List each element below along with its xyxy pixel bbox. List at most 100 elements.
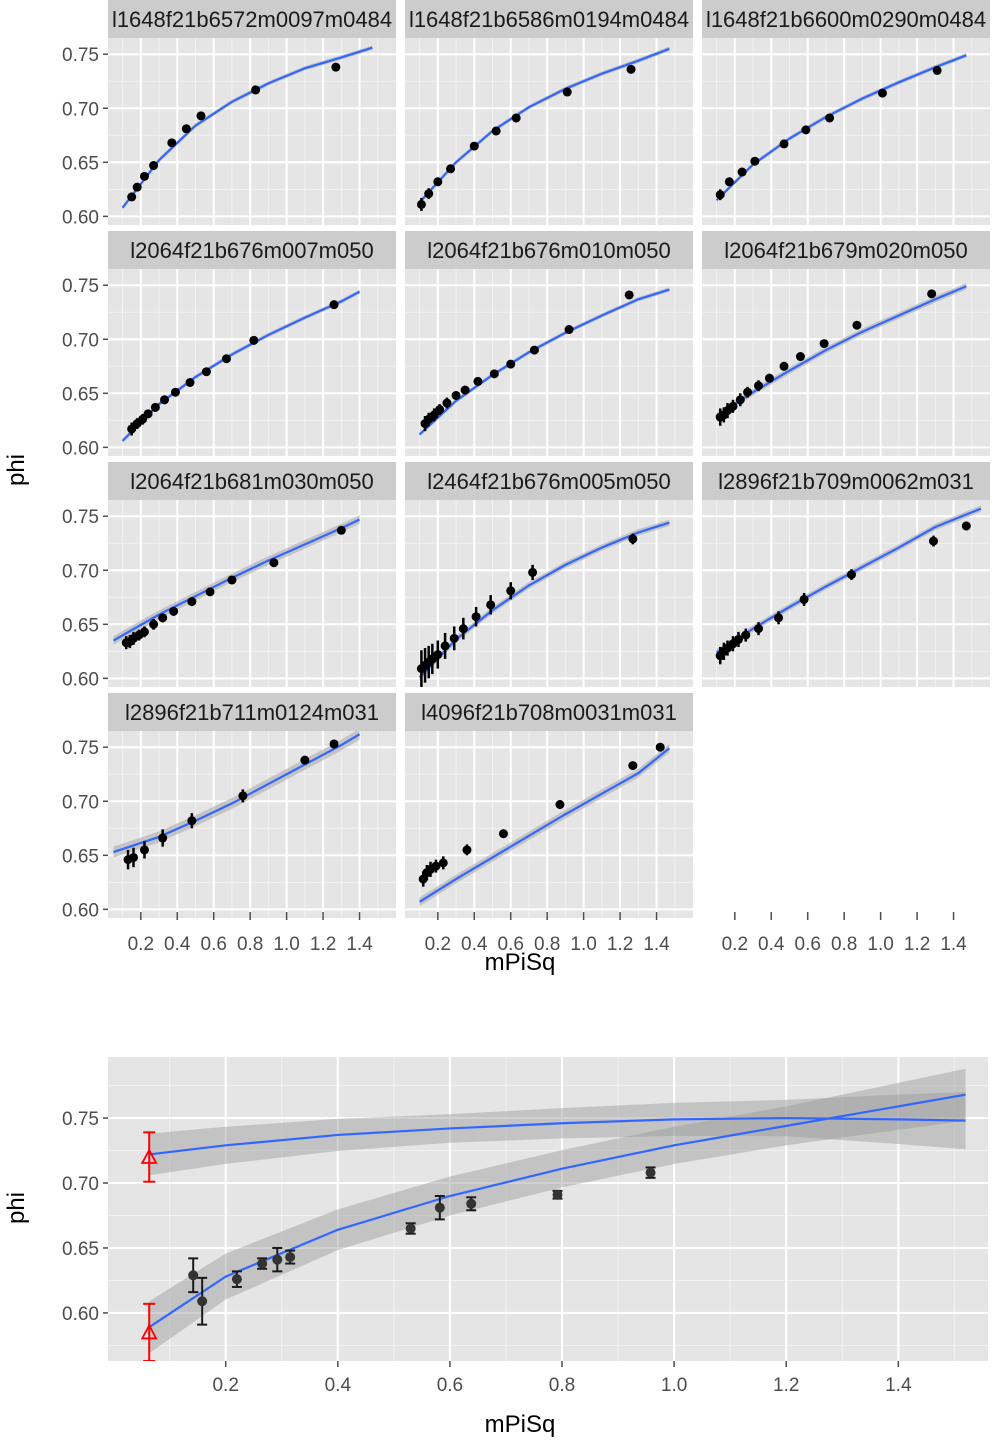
facet-title: l1648f21b6572m0097m0484 bbox=[112, 7, 392, 32]
x-tick-label: 1.2 bbox=[310, 934, 336, 955]
facet-strip bbox=[702, 0, 990, 38]
data-point bbox=[185, 377, 195, 387]
y-tick-label: 0.70 bbox=[62, 1174, 99, 1195]
facet-strip bbox=[702, 462, 990, 500]
data-point bbox=[238, 791, 248, 801]
panel-background bbox=[108, 269, 396, 456]
confidence-band bbox=[149, 1068, 966, 1354]
data-point bbox=[819, 339, 829, 349]
x-tick-label: 1.0 bbox=[570, 934, 596, 955]
data-point bbox=[555, 800, 565, 810]
data-point bbox=[473, 376, 483, 386]
panel-background bbox=[702, 38, 990, 225]
x-tick-label: 1.0 bbox=[661, 1375, 687, 1396]
x-tick-label: 0.8 bbox=[831, 934, 857, 955]
x-tick-label: 0.2 bbox=[722, 934, 748, 955]
data-point bbox=[498, 829, 508, 839]
y-tick-label: 0.70 bbox=[62, 99, 99, 120]
data-point bbox=[961, 521, 971, 531]
panel-background bbox=[108, 38, 396, 225]
facet-panel: l2896f21b709m0062m031 bbox=[702, 462, 990, 687]
data-point bbox=[440, 641, 450, 651]
data-point bbox=[932, 65, 942, 75]
y-tick-label: 0.60 bbox=[62, 669, 99, 690]
panel-background bbox=[405, 269, 693, 456]
data-point bbox=[272, 1254, 283, 1265]
y-tick-label: 0.60 bbox=[62, 1304, 99, 1325]
facet-title: l1648f21b6586m0194m0484 bbox=[409, 7, 689, 32]
facet-panel: l2064f21b679m020m050 bbox=[702, 231, 990, 456]
data-point bbox=[138, 414, 148, 424]
data-point bbox=[158, 613, 168, 623]
y-tick-label: 0.60 bbox=[62, 438, 99, 459]
data-point bbox=[724, 177, 734, 187]
y-tick-label: 0.65 bbox=[62, 615, 99, 636]
data-point bbox=[466, 1198, 477, 1209]
plot-background bbox=[108, 1057, 988, 1361]
data-point bbox=[471, 612, 481, 622]
x-tick-labels: 0.2 0.4 0.6 0.8 1.0 1.2 1.4 bbox=[425, 934, 671, 955]
facet-title: l2896f21b709m0062m031 bbox=[718, 469, 974, 494]
y-tick-label: 0.75 bbox=[62, 738, 99, 759]
data-point bbox=[201, 367, 211, 377]
data-point bbox=[928, 536, 938, 546]
y-tick-label: 0.70 bbox=[62, 792, 99, 813]
data-point bbox=[150, 402, 160, 412]
data-point bbox=[205, 587, 215, 597]
data-point bbox=[434, 1202, 445, 1213]
data-point bbox=[750, 156, 760, 166]
data-point bbox=[435, 405, 445, 415]
x-tick-label: 0.6 bbox=[201, 934, 227, 955]
data-point bbox=[529, 345, 539, 355]
y-tick-label: 0.75 bbox=[62, 1109, 99, 1130]
data-point bbox=[825, 113, 835, 123]
data-point bbox=[733, 634, 743, 644]
panel-content bbox=[112, 515, 361, 650]
y-tick-label: 0.75 bbox=[62, 45, 99, 66]
data-point bbox=[158, 833, 168, 843]
data-point bbox=[458, 624, 468, 634]
facet-strip bbox=[108, 693, 396, 731]
data-point bbox=[764, 373, 774, 383]
data-point bbox=[433, 177, 443, 187]
data-point bbox=[405, 1223, 416, 1234]
x-tick-label: 0.4 bbox=[164, 934, 191, 955]
data-point bbox=[132, 182, 142, 192]
fit-line bbox=[149, 1116, 966, 1156]
data-point bbox=[181, 124, 191, 134]
data-point bbox=[795, 352, 805, 362]
panel-content bbox=[715, 53, 967, 203]
panel-content bbox=[416, 46, 670, 211]
y-tick-label: 0.70 bbox=[62, 561, 99, 582]
data-point bbox=[127, 424, 137, 434]
panel-background bbox=[702, 500, 990, 687]
data-point bbox=[655, 742, 665, 752]
facet-strip bbox=[405, 231, 693, 269]
data-point bbox=[743, 387, 753, 397]
facet-strip bbox=[108, 231, 396, 269]
data-point bbox=[451, 390, 461, 400]
panel-content bbox=[418, 742, 670, 907]
data-point bbox=[754, 381, 764, 391]
data-point bbox=[431, 861, 441, 871]
facet-panel: l1648f21b6572m0097m0484 0.60 0.65 0.70 0.75 bbox=[62, 0, 396, 228]
data-point bbox=[877, 88, 887, 98]
facet-title: l2064f21b676m007m050 bbox=[130, 238, 373, 263]
y-tick-label: 0.65 bbox=[62, 384, 99, 405]
facet-title: l2896f21b711m0124m031 bbox=[125, 700, 379, 725]
x-tick-label: 0.8 bbox=[534, 934, 560, 955]
data-point bbox=[188, 1270, 199, 1281]
panel-background bbox=[405, 38, 693, 225]
panel-background bbox=[108, 731, 396, 918]
data-point bbox=[149, 161, 159, 171]
faceted-plots: l1648f21b6572m0097m0484 0.60 0.65 0.70 0.75 l… bbox=[62, 0, 990, 955]
x-tick-label: 1.4 bbox=[885, 1375, 912, 1396]
data-point bbox=[626, 64, 636, 74]
data-point bbox=[331, 62, 341, 72]
panel-content bbox=[715, 283, 967, 426]
data-point bbox=[460, 385, 470, 395]
x-tick-label: 0.4 bbox=[461, 934, 488, 955]
facet-panel: l1648f21b6586m0194m0484 bbox=[405, 0, 693, 225]
data-point bbox=[143, 409, 153, 419]
x-tick-label: 0.2 bbox=[128, 934, 154, 955]
